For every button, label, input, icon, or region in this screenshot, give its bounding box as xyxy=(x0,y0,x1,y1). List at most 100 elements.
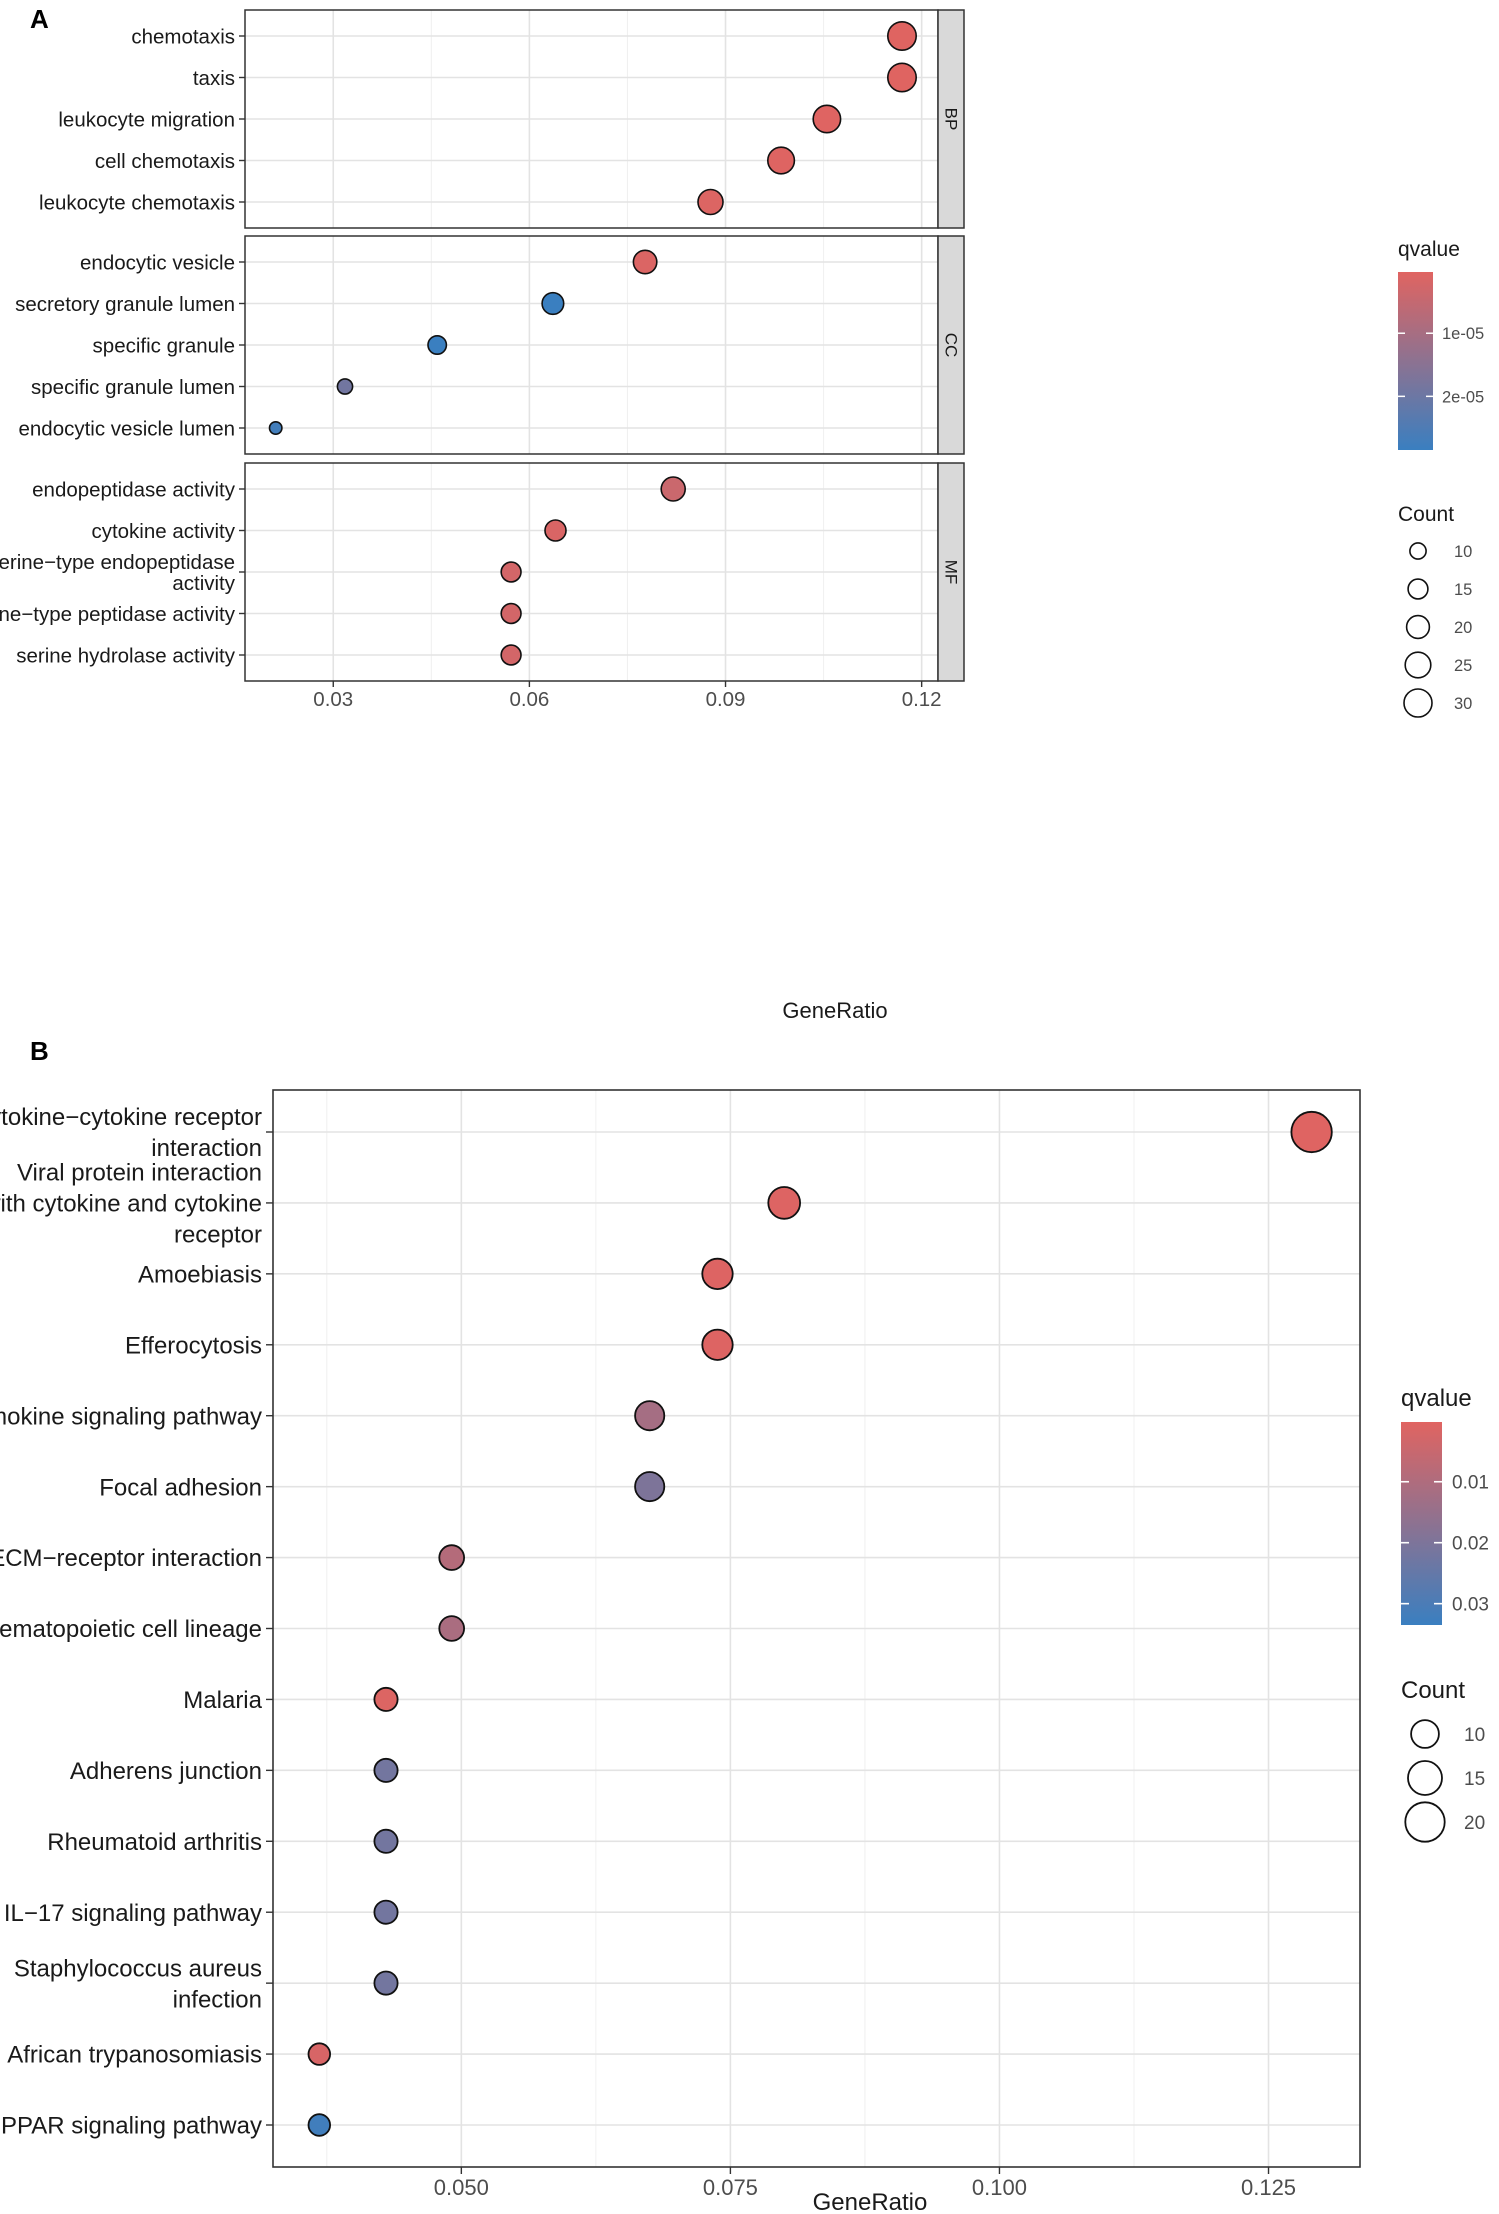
data-point xyxy=(336,378,354,395)
data-point xyxy=(438,1615,466,1642)
count-legend-title-b: Count xyxy=(1401,1677,1465,1704)
count-legend-key xyxy=(1404,1801,1446,1843)
count-legend-key xyxy=(1409,542,1427,560)
x-tick-label: 0.03 xyxy=(313,688,353,711)
y-tick-label: leukocyte migration xyxy=(58,108,235,131)
data-point xyxy=(766,146,796,175)
data-point xyxy=(373,1899,399,1925)
y-tick-label: Adherens junction xyxy=(70,1758,262,1785)
y-tick-label: Cytokine−cytokine receptor interaction xyxy=(0,1104,262,1162)
facet-cc: endocytic vesicle secretory granule lumen… xyxy=(15,235,965,455)
data-point xyxy=(268,420,283,435)
count-legend-key xyxy=(1403,688,1433,718)
x-tick-label: 0.125 xyxy=(1241,2175,1296,2200)
data-point xyxy=(373,1828,399,1854)
data-point xyxy=(373,1757,399,1783)
data-point xyxy=(812,104,842,134)
count-legend-label: 15 xyxy=(1454,581,1472,599)
count-legend-key xyxy=(1404,651,1432,679)
data-point xyxy=(886,62,917,93)
plot-border xyxy=(272,1089,1361,2168)
y-tick-label: serine−type endopeptidase activity xyxy=(0,551,236,595)
count-legend-key xyxy=(1407,578,1429,600)
y-tick-label: endocytic vesicle xyxy=(80,251,235,274)
qvalue-legend-title-b: qvalue xyxy=(1401,1385,1472,1412)
count-legend-label: 20 xyxy=(1454,619,1472,637)
count-legend-b: Count 10 15 20 xyxy=(1401,1677,1485,1843)
x-tick-label: 0.12 xyxy=(902,688,942,711)
count-legend-label: 10 xyxy=(1464,1725,1485,1746)
data-point xyxy=(767,1186,801,1220)
facet-strip xyxy=(937,462,965,682)
y-tick-label: chemotaxis xyxy=(131,25,235,48)
count-legend-key xyxy=(1407,1760,1443,1796)
data-point xyxy=(500,561,522,583)
y-tick-label: specific granule lumen xyxy=(31,376,235,399)
count-legend-label: 15 xyxy=(1464,1769,1485,1790)
y-tick-label: secretory granule lumen xyxy=(15,293,235,316)
y-tick-label: Hematopoietic cell lineage xyxy=(0,1616,262,1643)
panel-b: B Cytokine−cytokine receptor interactionV… xyxy=(0,1036,1489,2214)
count-legend-a: Count 10 15 20 25 30 xyxy=(1398,503,1472,718)
qvalue-legend-a: qvalue 1e-05 2e-05 xyxy=(1398,238,1484,450)
y-tick-label: PPAR signaling pathway xyxy=(1,2113,262,2140)
data-point xyxy=(544,519,567,542)
plot-b: Cytokine−cytokine receptor interactionVir… xyxy=(0,1089,1361,2168)
y-tick-label: Viral protein interaction with cytokine a… xyxy=(0,1160,262,1249)
y-tick-label: taxis xyxy=(193,67,235,90)
count-legend-label: 25 xyxy=(1454,657,1472,675)
data-point xyxy=(632,249,658,275)
y-tick-label: Rheumatoid arthritis xyxy=(47,1829,262,1856)
data-point xyxy=(373,1686,399,1712)
data-point xyxy=(373,1970,399,1996)
y-tick-label: African trypanosomiasis xyxy=(7,2042,262,2069)
data-point xyxy=(1290,1110,1333,1154)
panel-letter-b: B xyxy=(30,1036,49,1066)
data-point xyxy=(634,1471,666,1503)
y-tick-label: endopeptidase activity xyxy=(32,478,236,501)
data-point xyxy=(500,602,522,625)
y-tick-label: endocytic vesicle lumen xyxy=(19,417,236,440)
x-tick-label: 0.100 xyxy=(972,2175,1027,2200)
data-point xyxy=(438,1544,466,1571)
x-tick-label: 0.050 xyxy=(434,2175,489,2200)
colorbar-tick-label: 2e-05 xyxy=(1442,388,1484,406)
count-legend-key xyxy=(1405,614,1431,640)
y-tick-label: Chemokine signaling pathway xyxy=(0,1403,262,1430)
y-tick-label: Efferocytosis xyxy=(125,1332,262,1359)
count-legend-label: 20 xyxy=(1464,1813,1485,1834)
colorbar-tick-label: 0.03 xyxy=(1452,1595,1489,1616)
data-point xyxy=(307,2042,332,2066)
colorbar-tick-label: 1e-05 xyxy=(1442,325,1484,343)
facet-strip-label: MF xyxy=(942,560,961,585)
panel-a: A chemotaxis taxis leukocyte migration cell… xyxy=(0,4,1484,1023)
data-point xyxy=(427,334,448,355)
facet-strip-label: BP xyxy=(942,108,961,131)
y-tick-label: IL−17 signaling pathway xyxy=(4,1900,262,1927)
colorbar-tick-label: 0.02 xyxy=(1452,1534,1489,1555)
y-tick-label: cell chemotaxis xyxy=(95,150,235,173)
data-point xyxy=(500,644,522,666)
qvalue-legend-b: qvalue 0.01 0.02 0.03 xyxy=(1401,1385,1489,1625)
panel-letter-a: A xyxy=(30,4,49,34)
y-tick-label: serine−type peptidase activity xyxy=(0,603,236,626)
y-tick-label: ECM−receptor interaction xyxy=(0,1545,262,1572)
data-point xyxy=(634,1400,666,1432)
y-tick-label: specific granule xyxy=(93,334,235,357)
x-axis-a: 0.03 0.06 0.09 0.12 xyxy=(313,681,942,711)
colorbar-tick-label: 0.01 xyxy=(1452,1473,1489,1494)
y-tick-label: Staphylococcus aureus infection xyxy=(14,1955,262,2013)
x-axis-title-b: GeneRatio xyxy=(813,2189,928,2214)
y-tick-label: serine hydrolase activity xyxy=(16,644,236,667)
qvalue-colorbar-b xyxy=(1401,1422,1442,1625)
count-legend-label: 10 xyxy=(1454,543,1472,561)
x-tick-label: 0.09 xyxy=(706,688,746,711)
qvalue-colorbar-a xyxy=(1398,272,1433,450)
x-axis-title-a: GeneRatio xyxy=(782,998,887,1023)
y-tick-label: Malaria xyxy=(183,1687,262,1714)
data-point xyxy=(307,2113,332,2137)
y-tick-label: Focal adhesion xyxy=(99,1474,262,1501)
facet-strip-label: CC xyxy=(942,333,961,358)
data-point xyxy=(886,20,917,51)
